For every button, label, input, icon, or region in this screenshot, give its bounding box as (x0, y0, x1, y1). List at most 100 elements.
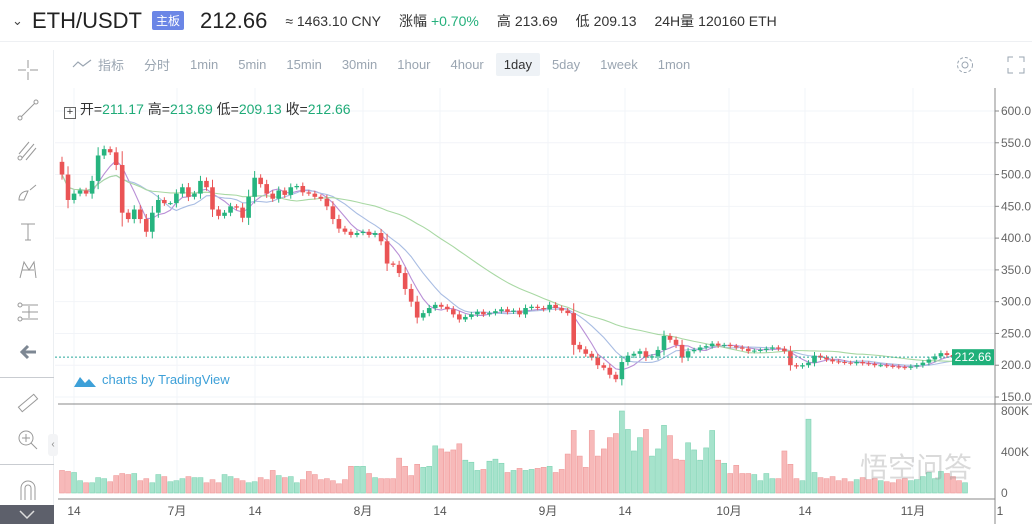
candle-body (366, 231, 372, 235)
volume-bar (203, 482, 210, 494)
price-tick-label: 350.0 (1001, 263, 1031, 277)
volume-bar (685, 442, 691, 494)
candle-body (842, 362, 847, 364)
interval-15min[interactable]: 15min (286, 56, 322, 72)
zoom-in-icon[interactable] (14, 426, 42, 454)
volume-bar (95, 477, 101, 494)
candle-body (390, 263, 396, 265)
volume-bar (721, 462, 728, 494)
volume-bar (769, 478, 776, 494)
candle-body (318, 196, 324, 199)
volume-bar (113, 475, 119, 494)
time-tick-label: 11月 (901, 504, 925, 518)
volume-bar (516, 468, 523, 494)
magnet-icon[interactable] (14, 476, 42, 504)
settings-gear-icon[interactable] (954, 54, 976, 76)
candle-body (854, 362, 859, 364)
volume-bar (143, 478, 150, 494)
volume-bar (787, 463, 794, 494)
volume-bar (805, 418, 812, 494)
candle-body (101, 149, 107, 156)
volume-bar (197, 477, 204, 494)
candle-body (354, 233, 360, 235)
candle-body (336, 219, 342, 229)
fullscreen-icon[interactable] (1006, 55, 1026, 75)
candle-body (697, 347, 703, 350)
volume-bar (793, 478, 800, 494)
volume-bar (185, 476, 192, 494)
volume-bar (263, 479, 270, 494)
candle-body (806, 362, 811, 366)
candle-body (107, 149, 113, 153)
volume-bar (402, 466, 408, 494)
volume-bar (895, 479, 902, 494)
change-label: 涨幅 (398, 12, 427, 29)
interval-1mon[interactable]: 1mon (657, 56, 691, 72)
symbol-name[interactable]: ETH/USDT (32, 7, 142, 33)
volume-bar (318, 479, 324, 494)
candle-body (125, 212, 131, 220)
volume-bar (570, 430, 577, 494)
indicator-button[interactable]: 指标 (64, 51, 132, 78)
back-arrow-icon[interactable] (14, 338, 42, 366)
candle-body (360, 231, 366, 234)
candle-body (402, 273, 408, 289)
volume-bar (408, 475, 414, 494)
volume-bar (775, 478, 782, 494)
price-tick-label: 250.0 (1001, 326, 1031, 340)
volume-bar (865, 479, 872, 494)
collapse-toolbar-button[interactable] (0, 505, 54, 524)
volume-bar (486, 460, 493, 494)
candle-body (282, 190, 288, 195)
prediction-icon[interactable] (14, 298, 42, 326)
interval-5min[interactable]: 5min (238, 56, 267, 72)
crosshair-icon[interactable] (14, 56, 42, 84)
volume-bar (631, 450, 637, 494)
interval-1min[interactable]: 1min (190, 56, 219, 72)
candle-body (866, 363, 871, 365)
volume-bar (173, 480, 180, 494)
volume-bar (378, 478, 384, 494)
trend-line-icon[interactable] (14, 96, 42, 124)
collapse-tab-button[interactable]: ‹ (48, 434, 58, 456)
interval-4hour[interactable]: 4hour (450, 56, 484, 72)
legend-toggle-icon[interactable]: + (64, 107, 76, 119)
candle-body (565, 310, 570, 314)
volume-bar (727, 473, 734, 494)
volume-bar (504, 472, 511, 494)
volume-bar (926, 472, 932, 494)
volume-bar (625, 429, 631, 494)
tradingview-attribution[interactable]: charts by TradingView (74, 372, 230, 387)
fib-tool-icon[interactable] (14, 138, 42, 166)
volume-bar (456, 443, 463, 494)
brush-icon[interactable] (14, 178, 42, 206)
volume-bar (739, 473, 746, 494)
volume-bar (853, 479, 860, 494)
volume-bar (257, 477, 264, 494)
volume-bar (239, 480, 246, 494)
candle-body (884, 365, 890, 367)
candle-body (860, 362, 865, 364)
volume-bar (372, 477, 378, 494)
candle-body (764, 348, 769, 350)
candle-body (745, 348, 751, 352)
interval-30min[interactable]: 30min (341, 56, 378, 72)
interval-timeline[interactable]: 分时 (144, 57, 171, 73)
drawing-toolbar (0, 50, 54, 524)
candle-body (234, 206, 239, 208)
pattern-icon[interactable] (14, 256, 42, 284)
interval-1week[interactable]: 1week (600, 56, 638, 72)
interval-5day[interactable]: 5day (551, 56, 581, 72)
interval-1day[interactable]: 1day (495, 52, 540, 76)
chevron-down-icon[interactable]: ⌄ (12, 12, 23, 28)
candle-body (264, 184, 269, 194)
candle-body (258, 177, 263, 185)
text-tool-icon[interactable] (14, 218, 42, 246)
candle-body (529, 306, 534, 309)
change-value: +0.70% (430, 12, 479, 29)
interval-1hour[interactable]: 1hour (397, 56, 431, 72)
candle-body (137, 209, 143, 220)
candle-body (830, 359, 835, 362)
ruler-icon[interactable] (14, 389, 42, 417)
